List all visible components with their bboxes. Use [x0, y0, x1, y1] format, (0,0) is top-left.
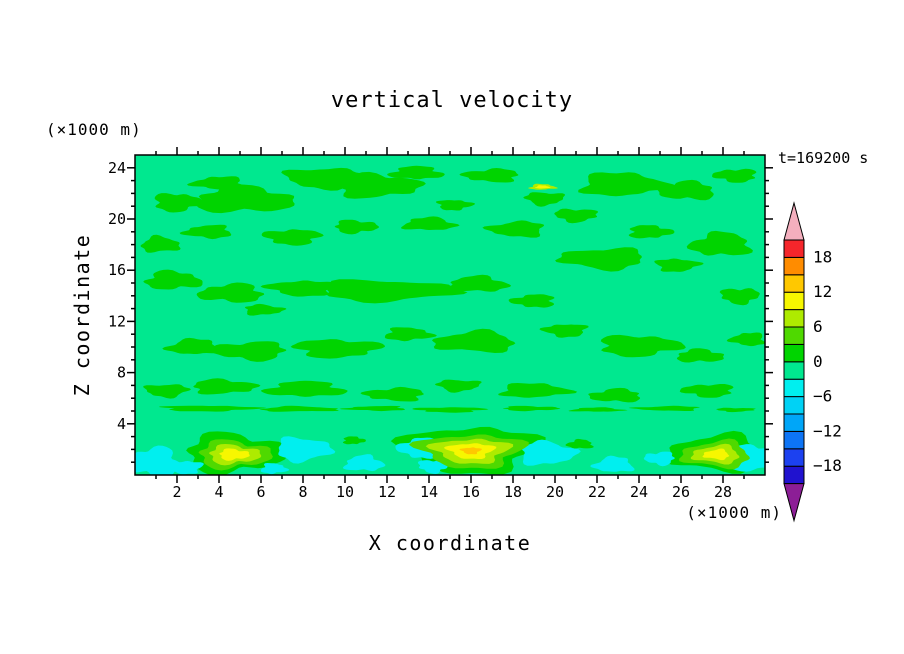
axes-frame-and-ticks: [127, 147, 773, 483]
svg-text:22: 22: [588, 483, 606, 501]
svg-text:6: 6: [813, 317, 823, 336]
colorbar: [783, 201, 805, 523]
svg-text:24: 24: [630, 483, 648, 501]
svg-text:20: 20: [546, 483, 564, 501]
y-axis-units-label: (×1000 m): [46, 120, 142, 139]
svg-text:16: 16: [462, 483, 480, 501]
svg-text:−18: −18: [813, 456, 842, 475]
svg-text:4: 4: [117, 415, 126, 433]
colorbar-arrow-down: [783, 483, 805, 523]
svg-text:8: 8: [298, 483, 307, 501]
svg-text:10: 10: [336, 483, 354, 501]
svg-text:−12: −12: [813, 421, 842, 440]
svg-text:20: 20: [108, 210, 126, 228]
svg-text:6: 6: [256, 483, 265, 501]
svg-text:24: 24: [108, 159, 126, 177]
svg-text:−6: −6: [813, 387, 832, 406]
svg-text:0: 0: [813, 352, 823, 371]
svg-text:12: 12: [813, 282, 832, 301]
contour-field: [135, 155, 765, 475]
svg-text:18: 18: [813, 247, 832, 266]
svg-text:16: 16: [108, 261, 126, 279]
svg-text:2: 2: [172, 483, 181, 501]
svg-text:12: 12: [108, 312, 126, 330]
svg-text:18: 18: [504, 483, 522, 501]
svg-text:4: 4: [214, 483, 223, 501]
svg-text:28: 28: [714, 483, 732, 501]
svg-text:12: 12: [378, 483, 396, 501]
chart-title: vertical velocity: [330, 88, 574, 113]
svg-text:8: 8: [117, 364, 126, 382]
x-axis-units-label: (×1000 m): [686, 503, 782, 522]
timestamp-label: t=169200 s: [778, 149, 869, 167]
colorbar-labels: 18 12 6 0 −6 −12 −18: [813, 247, 842, 475]
svg-text:14: 14: [420, 483, 438, 501]
svg-text:26: 26: [672, 483, 690, 501]
x-axis-label: X coordinate: [368, 531, 532, 555]
colorbar-arrow-up: [783, 201, 805, 241]
